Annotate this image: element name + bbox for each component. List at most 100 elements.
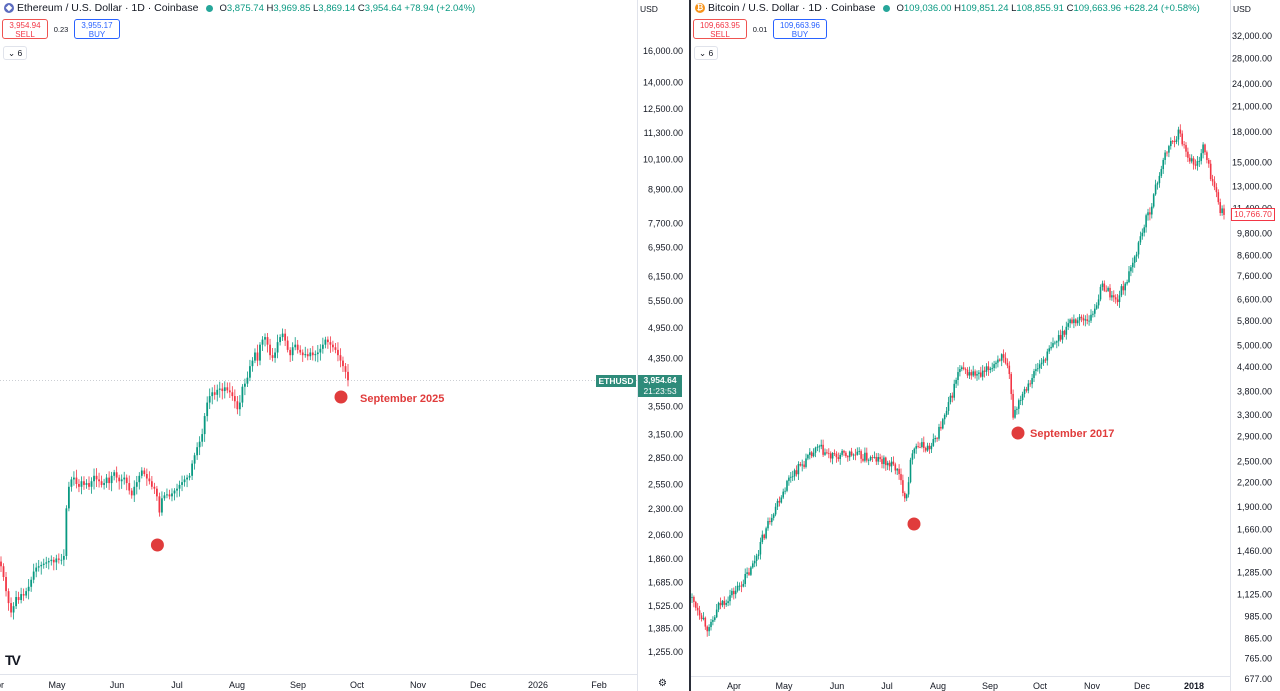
eth-sell-button[interactable]: 3,954.94 SELL (2, 19, 48, 39)
btc-x-tick-label: Jul (881, 681, 893, 691)
eth-candle-body (254, 352, 256, 361)
btc-x-tick-label: Apr (727, 681, 741, 691)
btc-candle-body (1118, 295, 1121, 303)
btc-candle-body (822, 444, 824, 455)
btc-candle-body (702, 617, 705, 620)
eth-symbol-title[interactable]: Ethereum / U.S. Dollar · 1D · Coinbase (17, 2, 199, 14)
btc-candle-body (1033, 371, 1035, 378)
eth-candle-body (140, 470, 143, 476)
btc-candle-body (1223, 208, 1225, 215)
btc-chart-pane[interactable]: 32,000.00 28,000.00 24,000.00 21,000.00 18,0… (691, 0, 1280, 691)
btc-candle-body (1111, 295, 1113, 298)
eth-candle-body (329, 342, 332, 345)
btc-candle-body (1133, 256, 1136, 263)
btc-y-tick-label: 2,500.00 (1237, 456, 1272, 466)
eth-chart-pane[interactable]: 16,000.00 14,000.00 12,500.00 11,300.00 10,1… (0, 0, 689, 691)
eth-candle-body (231, 392, 234, 397)
btc-candle-body (909, 459, 912, 483)
btc-symbol-title[interactable]: Bitcoin / U.S. Dollar · 1D · Coinbase (708, 2, 876, 14)
eth-candle-body (42, 563, 45, 565)
eth-indicators-toggle[interactable]: ⌄ 6 (3, 46, 28, 60)
btc-candle-body (1124, 283, 1126, 291)
eth-chart-svg[interactable]: 16,000.00 14,000.00 12,500.00 11,300.00 10,1… (0, 0, 689, 691)
btc-candle-body (1044, 359, 1047, 361)
btc-chart-svg[interactable]: 32,000.00 28,000.00 24,000.00 21,000.00 18,0… (691, 0, 1280, 691)
eth-candle-body (95, 475, 98, 480)
btc-candle-body (1078, 316, 1081, 321)
btc-candle-body (1120, 286, 1123, 296)
eth-candle-body (143, 470, 146, 475)
tradingview-logo[interactable]: TV (5, 652, 21, 668)
btc-candle-body (1141, 232, 1144, 237)
pane-divider[interactable] (689, 0, 691, 691)
btc-candle-body (1198, 160, 1201, 162)
btc-candle-body (1099, 286, 1102, 300)
btc-y-tick-label: 15,000.00 (1232, 157, 1272, 167)
btc-candle-body (780, 497, 783, 503)
btc-candle-body (1196, 161, 1199, 166)
eth-candle-body (10, 603, 12, 613)
btc-candle-body (1101, 283, 1104, 287)
btc-candle-body (1076, 320, 1079, 324)
eth-candle-body (55, 558, 58, 563)
eth-x-tick-label: Oct (350, 680, 365, 690)
btc-candle-body (1128, 271, 1130, 283)
btc-candle-body (820, 444, 822, 447)
btc-buy-button[interactable]: 109,663.96 BUY (773, 19, 827, 39)
eth-candle-body (266, 337, 269, 345)
btc-candle-body (1092, 313, 1094, 315)
btc-candle-body (932, 439, 935, 446)
eth-y-tick-label: 12,500.00 (643, 104, 683, 114)
btc-candle-body (841, 450, 843, 455)
eth-candle-body (125, 477, 128, 484)
eth-currency-select[interactable]: USD (637, 0, 689, 20)
btc-candle-body (1069, 319, 1071, 324)
eth-candle-body (115, 472, 118, 478)
eth-candle-body (208, 396, 211, 403)
btc-candle-body (784, 490, 786, 492)
btc-currency-select[interactable]: USD (1230, 0, 1280, 20)
btc-indicators-toggle[interactable]: ⌄ 6 (694, 46, 719, 60)
eth-y-tick-label: 3,150.00 (648, 430, 683, 440)
btc-candle-body (1042, 359, 1045, 363)
eth-candle-body (2, 566, 5, 577)
eth-candle-body (236, 401, 239, 410)
btc-candle-body (945, 410, 948, 415)
btc-candle-body (1173, 140, 1176, 142)
eth-candle-body (218, 388, 221, 390)
btc-candle-body (991, 368, 993, 369)
btc-candle-body (949, 395, 952, 403)
eth-candle-body (145, 474, 148, 479)
eth-candle-body (274, 352, 276, 358)
btc-candle-body (850, 451, 853, 456)
eth-y-tick-label: 11,300.00 (644, 128, 683, 138)
btc-candle-body (1086, 319, 1088, 321)
eth-candle-body (284, 333, 287, 341)
eth-candle-body (166, 494, 168, 496)
settings-icon[interactable]: ⚙ (658, 678, 667, 689)
btc-x-tick-label: May (775, 681, 793, 691)
btc-candle-body (727, 601, 729, 604)
btc-candle-body (1156, 183, 1159, 185)
btc-y-tick-label: 7,600.00 (1237, 271, 1272, 281)
eth-candle-body (98, 479, 100, 482)
btc-candle-body (738, 585, 741, 587)
btc-candle-body (1084, 319, 1087, 321)
btc-y-tick-label: 5,800.00 (1237, 316, 1272, 326)
btc-sell-button[interactable]: 109,663.95 SELL (693, 19, 747, 39)
eth-candle-body (249, 366, 251, 378)
eth-candle-body (221, 388, 224, 392)
eth-candle-body (332, 344, 334, 348)
btc-candle-body (795, 470, 798, 475)
btc-candle-body (1046, 351, 1049, 361)
btc-candle-body (1213, 181, 1216, 188)
btc-candle-body (1149, 212, 1151, 215)
eth-buy-button[interactable]: 3,955.17 BUY (74, 19, 120, 39)
eth-candle-body (118, 477, 121, 482)
btc-candle-body (869, 456, 872, 460)
eth-candle-body (286, 340, 289, 350)
btc-candle-body (976, 374, 978, 376)
eth-candle-body (73, 477, 75, 480)
eth-candle-body (85, 483, 88, 485)
btc-y-tick-label: 9,800.00 (1237, 228, 1272, 238)
